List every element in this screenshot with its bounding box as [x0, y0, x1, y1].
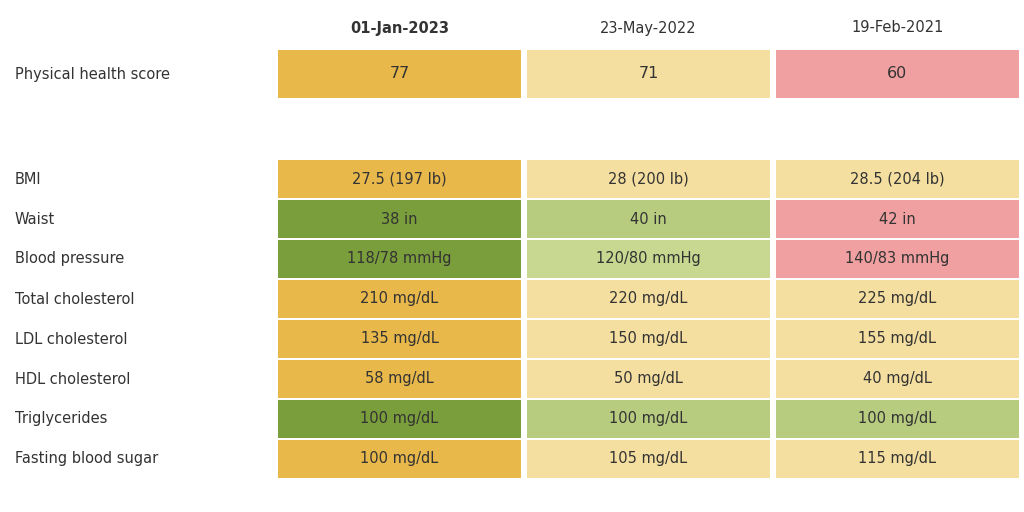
- Text: 40 in: 40 in: [630, 211, 667, 226]
- FancyBboxPatch shape: [527, 280, 770, 318]
- Text: Physical health score: Physical health score: [15, 67, 170, 81]
- Text: 23-May-2022: 23-May-2022: [600, 20, 696, 35]
- Text: 155 mg/dL: 155 mg/dL: [858, 331, 937, 347]
- Text: 28 (200 lb): 28 (200 lb): [608, 172, 689, 186]
- Text: 100 mg/dL: 100 mg/dL: [360, 412, 438, 426]
- FancyBboxPatch shape: [527, 160, 770, 198]
- FancyBboxPatch shape: [278, 200, 521, 238]
- FancyBboxPatch shape: [776, 200, 1019, 238]
- Text: 50 mg/dL: 50 mg/dL: [614, 372, 683, 387]
- Text: 19-Feb-2021: 19-Feb-2021: [851, 20, 944, 35]
- Text: 150 mg/dL: 150 mg/dL: [609, 331, 687, 347]
- Text: 40 mg/dL: 40 mg/dL: [863, 372, 932, 387]
- FancyBboxPatch shape: [776, 400, 1019, 438]
- FancyBboxPatch shape: [527, 360, 770, 398]
- Text: 140/83 mmHg: 140/83 mmHg: [846, 251, 949, 267]
- FancyBboxPatch shape: [278, 440, 521, 478]
- Text: Blood pressure: Blood pressure: [15, 251, 124, 267]
- Text: 28.5 (204 lb): 28.5 (204 lb): [850, 172, 945, 186]
- Text: 120/80 mmHg: 120/80 mmHg: [596, 251, 700, 267]
- Text: 100 mg/dL: 100 mg/dL: [609, 412, 688, 426]
- FancyBboxPatch shape: [527, 400, 770, 438]
- Text: Fasting blood sugar: Fasting blood sugar: [15, 452, 159, 466]
- FancyBboxPatch shape: [527, 440, 770, 478]
- Text: BMI: BMI: [15, 172, 42, 186]
- Text: 210 mg/dL: 210 mg/dL: [360, 291, 438, 307]
- Text: HDL cholesterol: HDL cholesterol: [15, 372, 130, 387]
- Text: 01-Jan-2023: 01-Jan-2023: [350, 20, 449, 35]
- Text: 135 mg/dL: 135 mg/dL: [360, 331, 438, 347]
- FancyBboxPatch shape: [278, 240, 521, 278]
- Text: Triglycerides: Triglycerides: [15, 412, 108, 426]
- FancyBboxPatch shape: [776, 440, 1019, 478]
- Text: 115 mg/dL: 115 mg/dL: [858, 452, 937, 466]
- FancyBboxPatch shape: [278, 400, 521, 438]
- Text: 100 mg/dL: 100 mg/dL: [360, 452, 438, 466]
- FancyBboxPatch shape: [527, 50, 770, 98]
- Text: LDL cholesterol: LDL cholesterol: [15, 331, 128, 347]
- FancyBboxPatch shape: [776, 360, 1019, 398]
- Text: Waist: Waist: [15, 211, 55, 226]
- Text: Total cholesterol: Total cholesterol: [15, 291, 134, 307]
- FancyBboxPatch shape: [278, 320, 521, 358]
- FancyBboxPatch shape: [776, 320, 1019, 358]
- FancyBboxPatch shape: [776, 50, 1019, 98]
- FancyBboxPatch shape: [278, 160, 521, 198]
- Text: 105 mg/dL: 105 mg/dL: [609, 452, 687, 466]
- Text: 42 in: 42 in: [880, 211, 915, 226]
- Text: 71: 71: [638, 67, 658, 81]
- FancyBboxPatch shape: [278, 360, 521, 398]
- FancyBboxPatch shape: [776, 280, 1019, 318]
- FancyBboxPatch shape: [527, 320, 770, 358]
- FancyBboxPatch shape: [278, 50, 521, 98]
- Text: 77: 77: [389, 67, 410, 81]
- Text: 225 mg/dL: 225 mg/dL: [858, 291, 937, 307]
- FancyBboxPatch shape: [776, 240, 1019, 278]
- Text: 118/78 mmHg: 118/78 mmHg: [347, 251, 452, 267]
- Text: 27.5 (197 lb): 27.5 (197 lb): [352, 172, 446, 186]
- Text: 100 mg/dL: 100 mg/dL: [858, 412, 937, 426]
- Text: 38 in: 38 in: [381, 211, 418, 226]
- Text: 60: 60: [888, 67, 907, 81]
- Text: 220 mg/dL: 220 mg/dL: [609, 291, 688, 307]
- FancyBboxPatch shape: [278, 280, 521, 318]
- FancyBboxPatch shape: [776, 160, 1019, 198]
- FancyBboxPatch shape: [527, 200, 770, 238]
- FancyBboxPatch shape: [527, 240, 770, 278]
- Text: 58 mg/dL: 58 mg/dL: [366, 372, 434, 387]
